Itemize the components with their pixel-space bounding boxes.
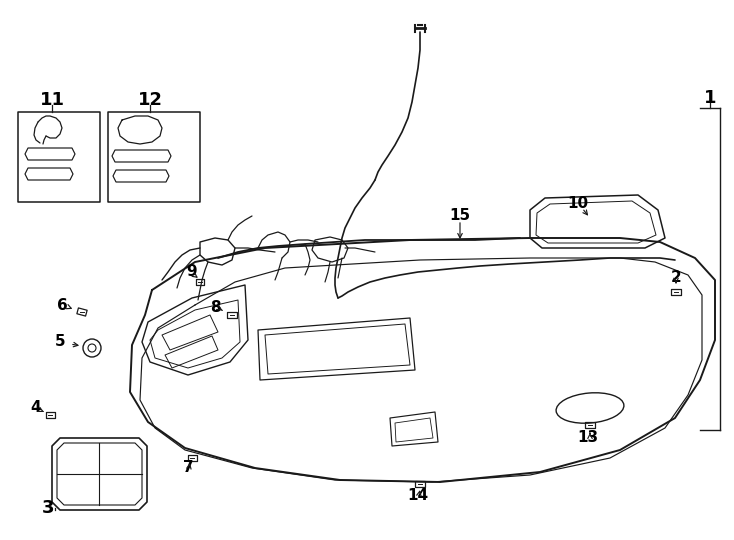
Text: 9: 9 xyxy=(186,265,197,280)
Text: 14: 14 xyxy=(407,489,429,503)
Text: 2: 2 xyxy=(671,271,681,286)
Text: 11: 11 xyxy=(40,91,65,109)
Text: 10: 10 xyxy=(567,195,589,211)
Text: 5: 5 xyxy=(55,334,65,349)
Text: 12: 12 xyxy=(137,91,162,109)
Text: 3: 3 xyxy=(42,499,54,517)
Text: 15: 15 xyxy=(449,207,470,222)
Text: 6: 6 xyxy=(57,298,68,313)
Text: 7: 7 xyxy=(183,461,193,476)
Text: 1: 1 xyxy=(704,89,716,107)
Text: 8: 8 xyxy=(210,300,220,314)
Text: 4: 4 xyxy=(31,401,41,415)
Text: 13: 13 xyxy=(578,430,598,445)
